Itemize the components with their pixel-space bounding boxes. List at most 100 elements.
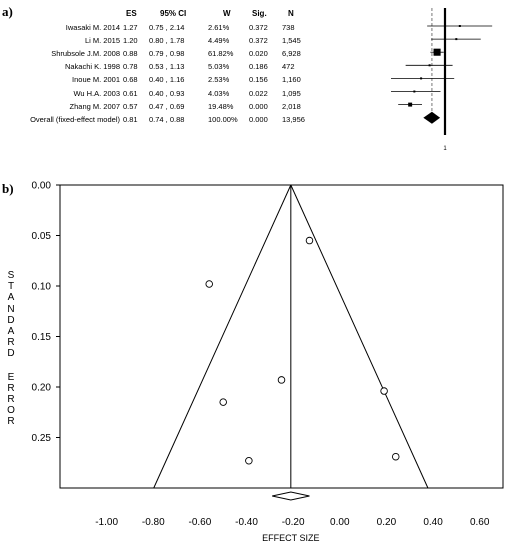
x-axis-label: EFFECT SIZE [262,533,319,543]
cell-es: 0.78 [123,62,138,72]
y-axis-label-letter: T [7,281,15,293]
y-axis-label-letter: R [7,394,15,405]
study-point [245,456,253,465]
cell-w: 4.03% [208,88,230,98]
cell-es: 0.68 [123,75,138,85]
cell-ci: 0.47 , 0.69 [149,101,185,111]
y-axis-label-letter: O [7,405,15,417]
cell-es: 0.61 [123,88,138,98]
forest-study-marker [420,77,423,80]
header-ci: 95% CI [160,9,187,18]
cell-ci: 0.40 , 0.93 [149,88,185,98]
forest-study-marker [458,25,461,27]
y-tick-label: 0.10 [32,282,52,293]
x-tick-label: 0.20 [377,517,397,528]
cell-n: 13,956 [282,114,305,124]
cell-study: Overall (fixed-effect model) [30,114,120,124]
x-tick-label: 0.00 [330,517,350,528]
forest-axis-tick-label: 1 [443,146,447,150]
y-axis-label-letter: A [7,292,15,304]
forest-overall-diamond [423,111,441,124]
table-row: Nakachi K. 1998 0.78 0.53 , 1.13 5.03% 0.186… [0,62,330,74]
cell-es: 1.27 [123,23,138,32]
cell-n: 2,018 [282,101,301,111]
cell-w: 2.61% [208,23,230,32]
table-row: Inoue M. 2001 0.68 0.40 , 1.16 2.53% 0.156 1,… [0,75,330,87]
cell-n: 6,928 [282,49,301,59]
y-axis-label-letter: E [7,371,15,383]
study-point [219,398,227,406]
pooled-diamond [272,491,310,501]
funnel-left-edge [153,184,292,489]
y-axis-label-letter: D [7,348,15,360]
forest-study-marker [455,38,458,41]
y-axis-label-letter: R [7,337,15,349]
table-row: Shrubsole J.M. 2008 0.88 0.79 , 0.98 61.82%… [0,49,330,61]
panel-a-label: a) [2,4,13,19]
x-tick-label: -0.60 [188,517,211,528]
header-es: ES [126,9,137,18]
cell-n: 1,545 [282,36,301,46]
cell-w: 5.03% [208,62,230,72]
panel-b-label: b) [2,181,14,196]
cell-w: 100.00% [208,114,238,124]
cell-n: 472 [282,62,295,72]
cell-study: Nakachi K. 1998 [64,62,120,72]
cell-study: Zhang M. 2007 [69,101,120,111]
forest-table: ES 95% CI W Sig. N Iwasaki M. 2014 1.27 0.… [0,0,330,135]
cell-es: 0.81 [123,114,138,124]
forest-plot: 1 [391,8,493,150]
cell-sig: 0.372 [249,23,268,32]
table-row: Wu H.A. 2003 0.61 0.40 , 0.93 4.03% 0.022 1,0… [0,89,330,101]
cell-w: 61.82% [208,49,234,59]
cell-es: 0.88 [123,49,138,59]
cell-w: 19.48% [208,101,234,111]
forest-study-marker [428,64,431,67]
cell-study: Shrubsole J.M. 2008 [51,49,120,59]
study-point [380,387,388,395]
cell-study: Wu H.A. 2003 [73,88,120,98]
table-row: Li M. 2015 1.20 0.80 , 1.78 4.49% 0.372 1,545 [0,36,330,48]
y-axis-label-letter: S [7,270,15,281]
y-axis-label-letter: A [7,326,15,337]
cell-es: 0.57 [123,101,138,111]
cell-w: 2.53% [208,75,230,85]
x-tick-label: -0.20 [282,517,305,528]
study-point [277,376,286,384]
y-axis-label-letter: R [7,416,15,428]
table-row: Zhang M. 2007 0.57 0.47 , 0.69 19.48% 0.000 2… [0,102,330,114]
cell-ci: 0.75 , 2.14 [149,23,185,32]
cell-sig: 0.156 [249,75,268,85]
cell-n: 1,160 [282,75,301,85]
cell-n: 738 [282,23,295,32]
x-tick-label: 0.40 [423,517,443,528]
header-sig: Sig. [252,9,267,18]
x-tick-label: 0.60 [470,517,490,528]
cell-study: Inoue M. 2001 [72,75,120,85]
y-axis-label-letter: D [7,314,15,326]
cell-ci: 0.53 , 1.13 [149,62,185,72]
study-point [305,236,314,245]
header-w: W [223,9,231,18]
cell-ci: 0.40 , 1.16 [149,75,185,85]
cell-es: 1.20 [123,36,138,46]
cell-n: 1,095 [282,88,301,98]
cell-study: Iwasaki M. 2014 [65,23,120,32]
table-row: Iwasaki M. 2014 1.27 0.75 , 2.14 2.61% 0.372… [0,23,330,35]
cell-sig: 0.000 [249,114,268,124]
y-tick-label: 0.00 [32,181,52,192]
funnel-right-edge [290,184,429,489]
cell-sig: 0.372 [249,36,268,46]
header-n: N [288,9,294,18]
study-point [205,280,213,288]
y-axis-label-letter: N [7,303,15,315]
cell-sig: 0.186 [249,62,268,72]
y-tick-label: 0.25 [32,433,52,444]
cell-ci: 0.79 , 0.98 [149,49,185,59]
cell-ci: 0.74 , 0.88 [149,114,185,124]
forest-study-marker [413,90,416,93]
forest-study-marker [433,48,441,56]
cell-sig: 0.022 [249,88,268,98]
cell-sig: 0.020 [249,49,268,59]
